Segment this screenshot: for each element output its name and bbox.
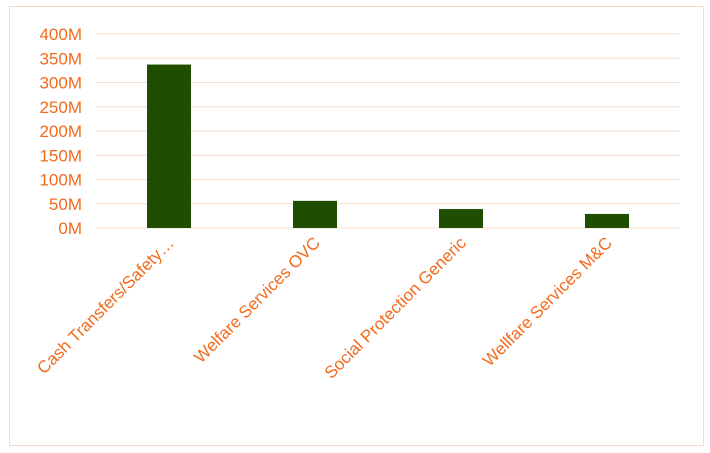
x-category-label: Welfare Services OVC bbox=[190, 233, 323, 366]
y-tick-label: 150M bbox=[39, 146, 82, 165]
bar-chart: 0M 50M 100M 150M 200M 250M 300M 350M 400M Cash T… bbox=[33, 25, 680, 382]
y-tick-label: 400M bbox=[39, 25, 82, 44]
bars bbox=[147, 64, 629, 229]
bar bbox=[293, 200, 337, 228]
y-tick-label: 200M bbox=[39, 122, 82, 141]
x-category-label: Cash Transfers/Safety… bbox=[33, 233, 177, 377]
y-tick-label: 350M bbox=[39, 49, 82, 68]
y-tick-label: 0M bbox=[58, 219, 82, 238]
bar bbox=[439, 209, 483, 228]
bar bbox=[147, 64, 191, 229]
y-tick-label: 100M bbox=[39, 171, 82, 190]
y-axis-ticks: 0M 50M 100M 150M 200M 250M 300M 350M 400M bbox=[39, 25, 82, 238]
y-tick-label: 50M bbox=[49, 195, 82, 214]
bar bbox=[585, 213, 629, 228]
chart-frame: 0M 50M 100M 150M 200M 250M 300M 350M 400M Cash T… bbox=[9, 6, 704, 446]
gridlines bbox=[96, 33, 680, 229]
x-axis-categories: Cash Transfers/Safety… Welfare Services O… bbox=[33, 233, 615, 382]
x-category-label: Social Protection Generic bbox=[321, 233, 470, 382]
y-tick-label: 250M bbox=[39, 98, 82, 117]
y-tick-label: 300M bbox=[39, 74, 82, 93]
x-category-label: Wellfare Services M&C bbox=[479, 233, 616, 370]
